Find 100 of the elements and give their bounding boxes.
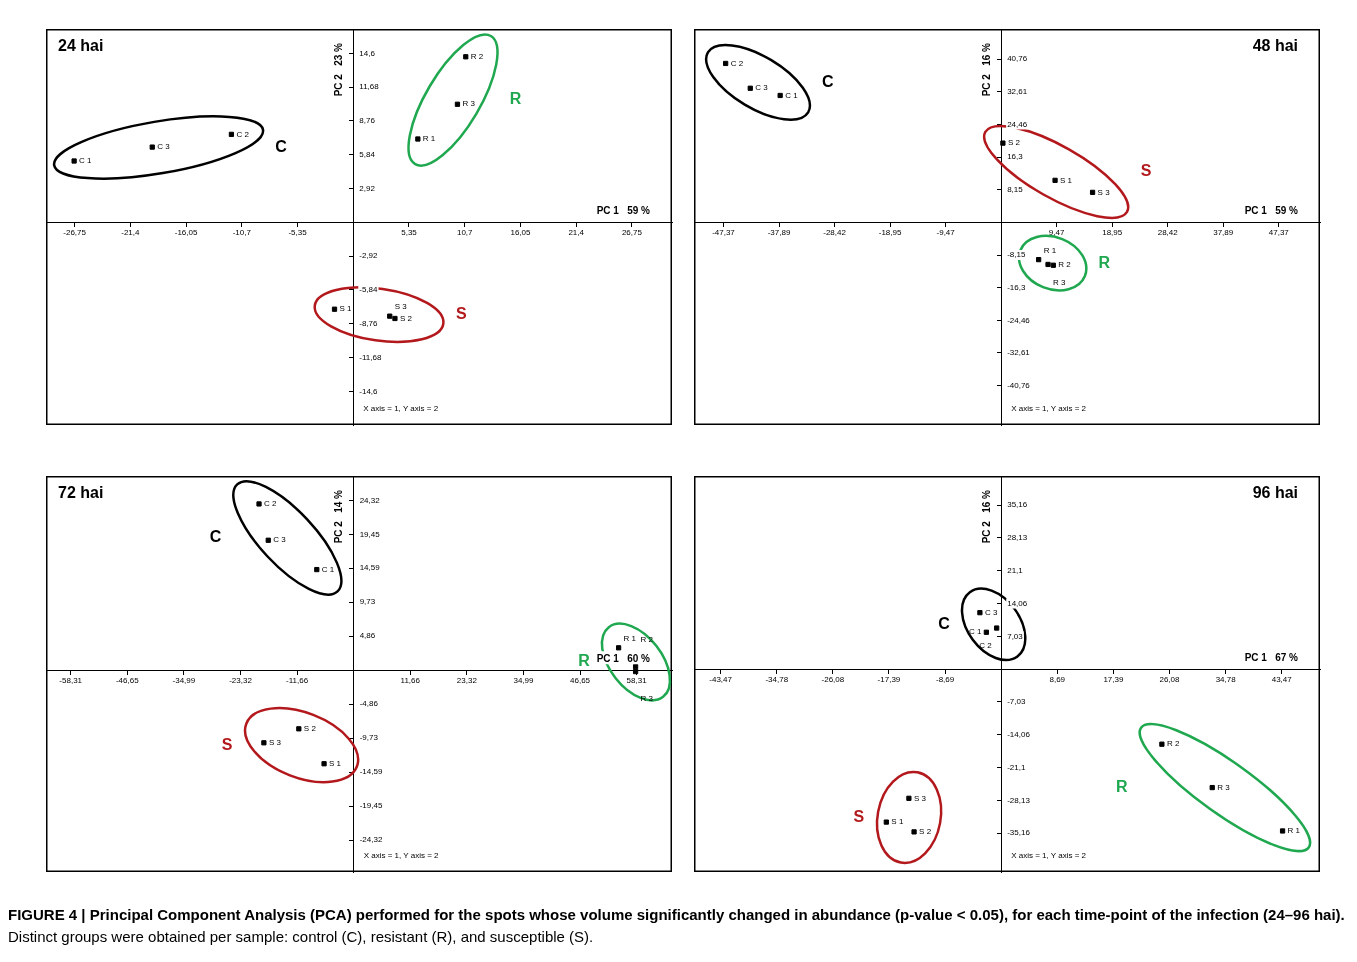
annotation: R [1115,777,1128,795]
x-tick-label: 37,89 [1213,228,1234,238]
point [1050,262,1056,268]
data-label: S 3 [1097,187,1111,197]
y-tick-label: 40,76 [1007,54,1028,64]
data-label: S 2 [919,827,932,837]
y-tick-label: 16,3 [1007,152,1024,162]
y-tick-label: 28,13 [1007,533,1028,543]
y-tick-label: -5,84 [359,285,379,295]
point [632,664,639,670]
x-tick-label: 21,4 [568,228,585,238]
y-axis-title: PC 2 16 % [980,489,992,544]
annotation: C [275,137,288,155]
data-label: C 3 [984,607,998,617]
data-label: R 3 [640,693,654,703]
point [387,313,393,319]
point [632,668,639,675]
point [723,60,729,67]
text: 72 hai [58,484,104,502]
x-tick-label: -46,65 [115,676,140,686]
x-tick-label: 34,78 [1215,675,1237,685]
point [906,795,912,801]
point [1000,140,1006,146]
point [1209,784,1215,791]
x-tick-label: -43,47 [709,675,733,685]
y-tick-label: 11,68 [359,82,380,92]
data-label: S 1 [891,817,904,827]
point [911,829,917,835]
point [256,501,262,507]
x-tick-label: 8,69 [1049,675,1066,685]
y-tick-label: 4,86 [359,631,376,641]
x-tick-label: -23,32 [229,676,253,686]
data-label: C 3 [755,83,769,93]
text: 48 hai [1252,37,1298,55]
point [296,726,302,732]
data-label: C 1 [321,564,335,574]
point [994,625,1000,631]
x-tick-label: 11,66 [400,676,421,686]
annotation: R [509,90,522,108]
y-axis-title: PC 2 16 % [980,42,992,97]
y-tick-label: 7,03 [1007,631,1024,641]
point [261,740,267,746]
y-axis-title: PC 2 23 % [333,42,345,97]
data-label: R 3 [1217,782,1231,792]
x-tick-label: 46,65 [570,676,591,686]
annotation: X axis = 1, Y axis = 2 [1011,404,1087,413]
annotation: C [938,614,951,632]
x-tick-label: -26,08 [821,675,845,685]
point [454,101,461,107]
point [883,819,889,825]
data-label: R 2 [1058,260,1072,270]
point [1089,189,1096,195]
y-tick-label: -8,15 [1007,250,1026,260]
y-tick-label: 24,46 [1007,119,1028,129]
x-tick-label: -21,4 [121,228,141,238]
data-label: S 3 [268,738,282,747]
y-tick-label: -11,68 [359,352,382,362]
data-label: R 2 [640,634,654,644]
data-label: S 3 [913,793,927,803]
y-tick-label: -4,86 [359,699,379,709]
point [415,136,421,142]
x-tick-label: -28,42 [823,228,847,238]
data-label: R 2 [1166,739,1180,749]
data-label: S 3 [394,302,408,312]
x-tick-label: 16,05 [510,228,531,238]
y-tick-label: -7,03 [1007,697,1026,707]
data-label: S 1 [329,758,342,768]
x-tick-label: -34,78 [765,675,789,685]
y-tick-label: 9,73 [359,597,376,607]
x-tick-label: 5,35 [401,228,418,238]
y-tick-label: 19,45 [359,529,381,539]
y-tick-label: 32,61 [1007,87,1028,97]
x-axis-title: PC 1 59 % [596,205,651,217]
x-tick-label: -8,69 [935,675,955,685]
data-label: C 2 [264,499,278,509]
x-tick-label: 28,42 [1157,228,1179,238]
text: FIGURE 4 | Principal Component Analysis (PCA) performed for the spots whose volume significantly changed in abundance (p-value < 0.05), for each time-point of the infection (24–96 hai). [8,906,1345,923]
y-tick-label: 14,06 [1007,598,1028,608]
data-label: S 1 [1060,175,1073,185]
annotation: S [456,305,468,323]
point [1036,257,1042,263]
x-tick-label: 10,7 [456,228,474,238]
text: 96 hai [1252,484,1298,502]
x-axis-title: PC 1 59 % [1244,205,1299,217]
y-tick-label: -35,16 [1007,828,1031,838]
x-tick-label: -34,99 [172,676,196,686]
text: 24 hai [58,37,104,55]
x-tick-label: 26,08 [1159,675,1181,685]
data-label: S 2 [1007,138,1021,148]
x-tick-label: -9,47 [936,228,956,238]
data-label: C 1 [79,156,93,166]
x-tick-label: 23,32 [456,676,478,686]
y-tick-label: 8,15 [1007,184,1024,194]
data-label: C 1 [785,90,799,100]
y-tick-label: -9,73 [359,733,379,743]
y-tick-label: -19,45 [359,801,383,811]
y-tick-label: -40,76 [1007,380,1031,390]
x-tick-label: 26,75 [621,228,643,238]
annotation: X axis = 1, Y axis = 2 [363,404,439,413]
point [314,566,320,573]
